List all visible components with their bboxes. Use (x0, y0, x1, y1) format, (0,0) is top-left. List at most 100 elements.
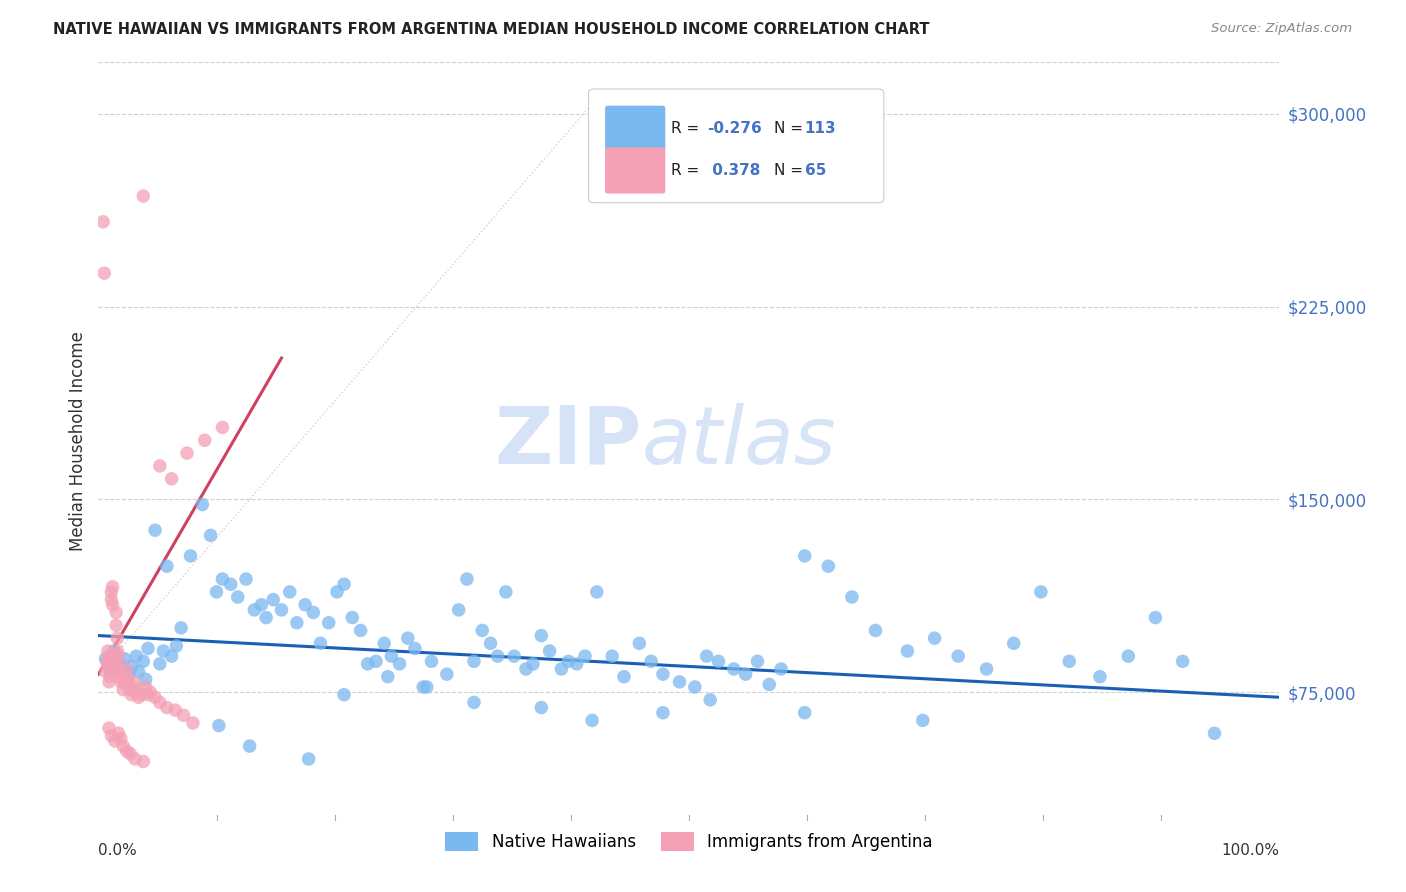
Text: Source: ZipAtlas.com: Source: ZipAtlas.com (1212, 22, 1353, 36)
Point (734, 667, 756, 681)
Point (200, 528, 222, 542)
FancyBboxPatch shape (589, 89, 884, 202)
Point (105, 606, 128, 620)
Text: atlas: atlas (641, 402, 837, 481)
Text: 0.378: 0.378 (707, 163, 761, 178)
Point (574, 649, 596, 664)
Point (262, 592, 284, 607)
Point (463, 695, 485, 709)
Point (723, 662, 745, 676)
Point (104, 651, 127, 665)
Point (565, 657, 588, 671)
Point (104, 662, 127, 676)
Point (1171, 654, 1194, 668)
Point (219, 577, 242, 591)
Point (104, 734, 127, 748)
Text: R =: R = (671, 163, 704, 178)
Point (115, 744, 138, 758)
Point (495, 585, 517, 599)
Point (456, 572, 478, 586)
Point (298, 752, 321, 766)
Point (132, 189, 155, 203)
Point (135, 680, 157, 694)
Point (896, 644, 918, 658)
Point (471, 624, 494, 638)
Point (94, 665, 117, 679)
Point (110, 731, 132, 746)
Point (112, 739, 135, 753)
Point (357, 657, 380, 671)
Point (110, 674, 132, 689)
Point (1029, 585, 1052, 599)
Point (160, 649, 183, 664)
Point (176, 446, 198, 460)
FancyBboxPatch shape (605, 147, 665, 194)
Point (254, 610, 277, 624)
Point (112, 670, 135, 684)
Point (139, 685, 162, 699)
Text: ZIP: ZIP (495, 402, 641, 481)
Point (404, 641, 426, 656)
Point (463, 654, 485, 668)
Point (165, 639, 187, 653)
Point (243, 603, 266, 617)
Point (100, 729, 122, 743)
Point (557, 654, 579, 668)
Point (129, 688, 152, 702)
Point (515, 662, 537, 676)
Point (226, 590, 249, 604)
Point (105, 631, 128, 645)
Point (530, 700, 553, 714)
Point (100, 592, 122, 607)
Point (294, 598, 316, 612)
Point (170, 621, 193, 635)
Point (107, 659, 129, 673)
Point (285, 615, 308, 630)
Point (103, 649, 125, 664)
Point (156, 700, 179, 714)
Point (581, 714, 603, 728)
Point (1002, 636, 1025, 650)
Point (143, 690, 166, 705)
Point (152, 644, 174, 658)
Point (98, 721, 121, 735)
Point (342, 610, 364, 624)
Point (600, 649, 623, 664)
Point (250, 598, 273, 612)
Point (309, 636, 332, 650)
Text: 65: 65 (804, 163, 827, 178)
Point (420, 654, 443, 668)
Point (628, 636, 651, 650)
Point (550, 662, 572, 676)
Point (373, 636, 395, 650)
Point (522, 657, 544, 671)
Text: 113: 113 (804, 121, 837, 136)
Point (172, 708, 194, 723)
Point (211, 572, 233, 586)
Point (239, 739, 262, 753)
Point (165, 703, 187, 717)
Point (530, 629, 553, 643)
Point (1204, 726, 1226, 740)
Point (135, 673, 157, 687)
Text: 100.0%: 100.0% (1222, 844, 1279, 858)
Point (668, 674, 690, 689)
Point (98, 665, 121, 679)
FancyBboxPatch shape (605, 105, 665, 152)
Point (181, 716, 204, 731)
Point (911, 714, 934, 728)
Point (538, 644, 561, 658)
Point (117, 673, 139, 687)
Point (98, 670, 121, 684)
Point (191, 498, 214, 512)
Point (793, 706, 815, 720)
Point (136, 641, 159, 656)
Point (333, 688, 356, 702)
Point (143, 523, 166, 537)
Point (948, 649, 970, 664)
Point (318, 615, 340, 630)
Point (235, 572, 257, 586)
Point (149, 458, 172, 473)
Point (924, 631, 946, 645)
Point (436, 667, 458, 681)
